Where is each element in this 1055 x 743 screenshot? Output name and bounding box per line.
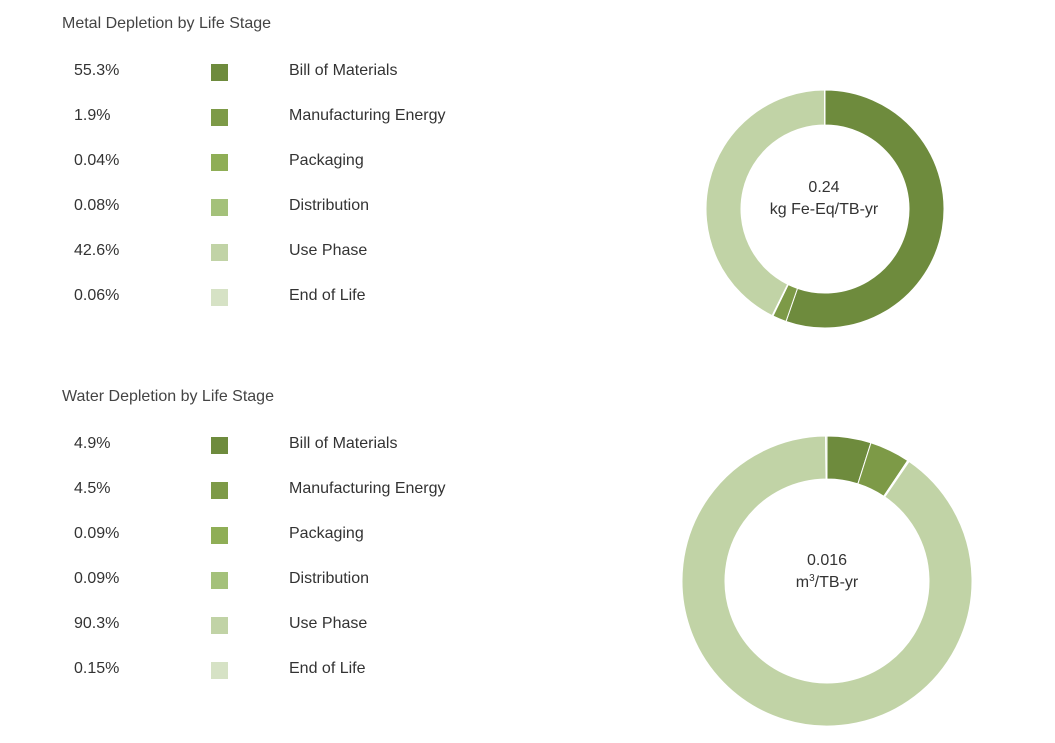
water-unit-base: m (795, 574, 810, 591)
legend-row[interactable]: 0.09% Packaging (0, 525, 600, 570)
water-center-unit: m3/TB-yr (747, 572, 907, 594)
legend-pct: 0.08% (74, 197, 120, 214)
legend-row[interactable]: 0.06% End of Life (0, 287, 600, 332)
legend-label: Distribution (289, 570, 370, 587)
legend-label: Bill of Materials (289, 435, 398, 452)
legend-swatch (211, 244, 228, 261)
water-depletion-section: Water Depletion by Life Stage 4.9% Bill … (0, 373, 1055, 743)
water-unit-rest: /TB-yr (814, 574, 859, 591)
legend-label: Manufacturing Energy (289, 107, 446, 124)
legend-pct: 42.6% (74, 242, 120, 259)
legend-swatch (211, 64, 228, 81)
legend-label: Packaging (289, 152, 364, 169)
metal-depletion-section: Metal Depletion by Life Stage 55.3% Bill… (0, 0, 1055, 370)
donut-slice-use-phase[interactable] (681, 435, 973, 727)
donut-slice-bill-of-materials[interactable] (785, 89, 945, 329)
metal-center-text: 0.24 kg Fe-Eq/TB-yr (744, 177, 904, 221)
legend-row[interactable]: 90.3% Use Phase (0, 615, 600, 660)
legend-pct: 0.06% (74, 287, 120, 304)
metal-donut-chart[interactable] (700, 85, 950, 335)
legend-row[interactable]: 0.04% Packaging (0, 152, 600, 197)
legend-pct: 1.9% (74, 107, 111, 124)
water-donut-chart[interactable] (676, 430, 978, 732)
legend-label: Packaging (289, 525, 364, 542)
legend-row[interactable]: 55.3% Bill of Materials (0, 62, 600, 107)
legend-row[interactable]: 4.9% Bill of Materials (0, 435, 600, 480)
water-center-text: 0.016 m3/TB-yr (747, 550, 907, 594)
legend-swatch (211, 109, 228, 126)
metal-center-unit: kg Fe-Eq/TB-yr (769, 201, 879, 218)
legend-row[interactable]: 0.15% End of Life (0, 660, 600, 705)
legend-pct: 55.3% (74, 62, 120, 79)
legend-label: End of Life (289, 287, 366, 304)
legend-swatch (211, 482, 228, 499)
legend-row[interactable]: 1.9% Manufacturing Energy (0, 107, 600, 152)
legend-pct: 4.9% (74, 435, 111, 452)
legend-pct: 90.3% (74, 615, 120, 632)
legend-swatch (211, 289, 228, 306)
legend-label: Bill of Materials (289, 62, 398, 79)
legend-swatch (211, 572, 228, 589)
legend-label: Use Phase (289, 242, 368, 259)
legend-swatch (211, 527, 228, 544)
legend-row[interactable]: 42.6% Use Phase (0, 242, 600, 287)
donut-slice-use-phase[interactable] (705, 89, 826, 317)
legend-row[interactable]: 0.09% Distribution (0, 570, 600, 615)
legend-row[interactable]: 0.08% Distribution (0, 197, 600, 242)
legend-pct: 4.5% (74, 480, 111, 497)
legend-swatch (211, 617, 228, 634)
water-center-value: 0.016 (806, 552, 848, 569)
legend-swatch (211, 662, 228, 679)
legend-pct: 0.15% (74, 660, 120, 677)
legend-label: Manufacturing Energy (289, 480, 446, 497)
legend-swatch (211, 437, 228, 454)
legend-swatch (211, 199, 228, 216)
legend-label: Distribution (289, 197, 370, 214)
water-chart-title: Water Depletion by Life Stage (62, 388, 274, 405)
legend-swatch (211, 154, 228, 171)
water-unit-sup: 3 (809, 573, 815, 584)
legend-pct: 0.09% (74, 570, 120, 587)
legend-pct: 0.04% (74, 152, 120, 169)
donut-slice-end-of-life[interactable] (825, 435, 828, 480)
legend-pct: 0.09% (74, 525, 120, 542)
legend-label: End of Life (289, 660, 366, 677)
metal-center-value: 0.24 (808, 179, 840, 196)
legend-label: Use Phase (289, 615, 368, 632)
metal-chart-title: Metal Depletion by Life Stage (62, 15, 272, 32)
legend-row[interactable]: 4.5% Manufacturing Energy (0, 480, 600, 525)
